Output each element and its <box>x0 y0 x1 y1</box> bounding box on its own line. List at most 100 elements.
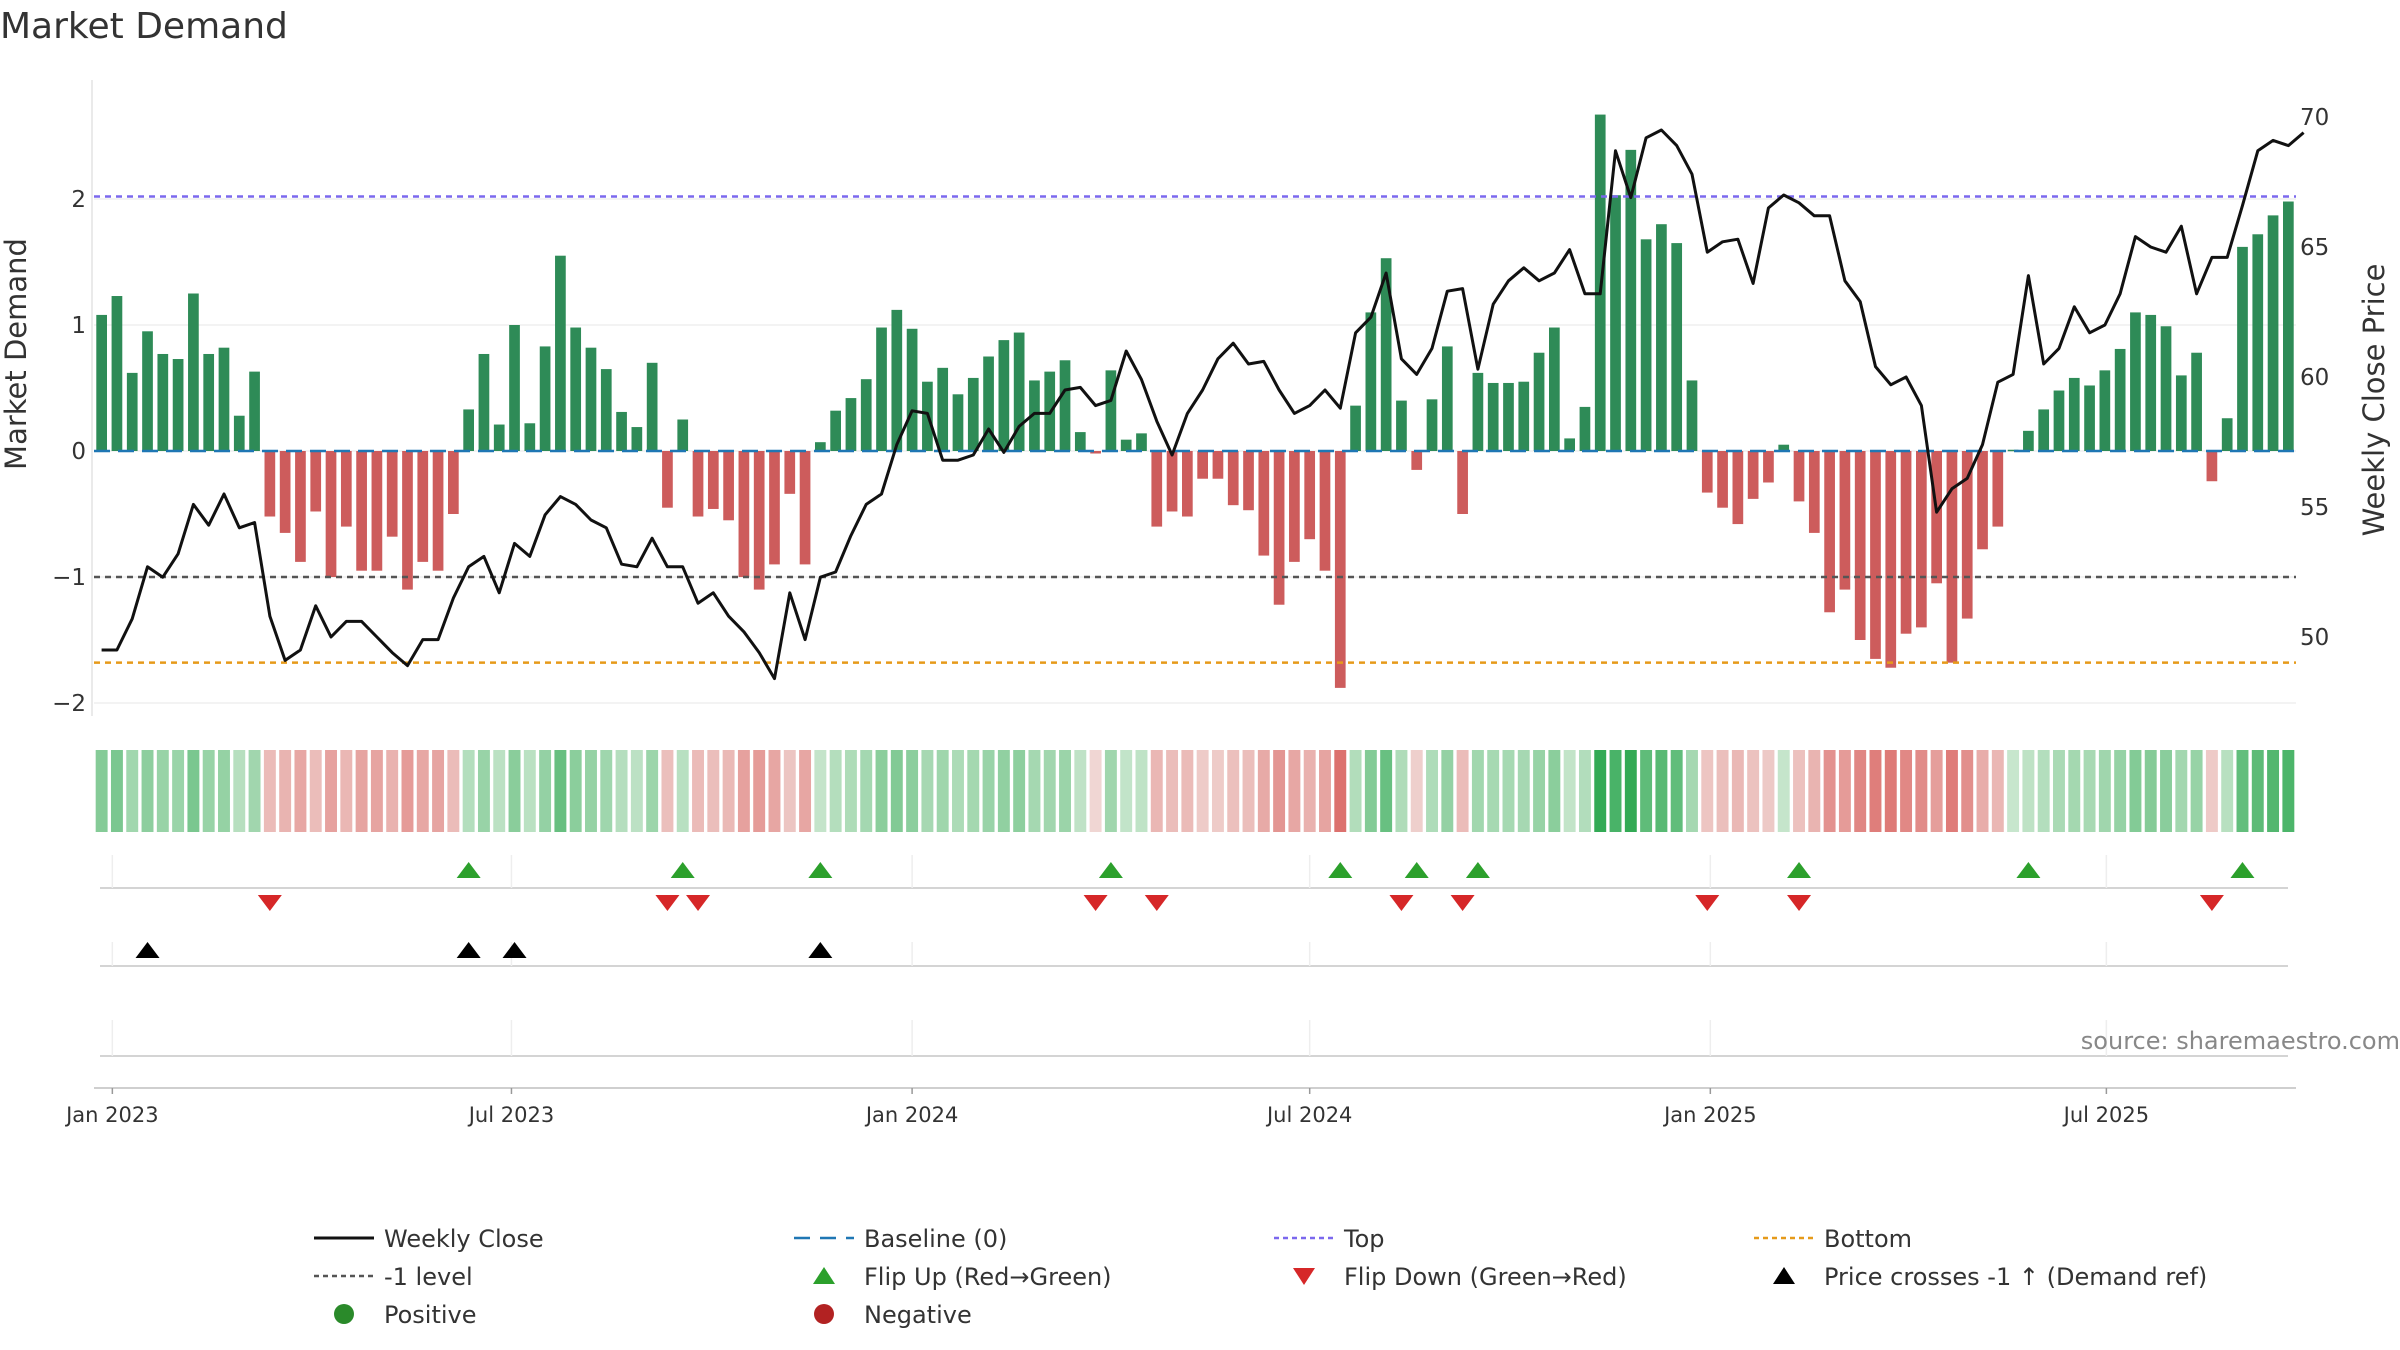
heat-cell <box>1043 750 1056 832</box>
heat-cell <box>875 750 888 832</box>
demand-bar <box>1518 381 1530 451</box>
heat-cell <box>508 750 521 832</box>
grid-lines <box>91 80 2296 716</box>
heat-cell <box>2007 750 2020 832</box>
heat-cell <box>401 750 414 832</box>
heat-cell <box>646 750 659 832</box>
heat-cell <box>1028 750 1041 832</box>
demand-bar <box>1457 451 1468 514</box>
demand-bar <box>891 309 903 451</box>
heat-cell <box>370 750 383 832</box>
heat-cell <box>1120 750 1133 832</box>
demand-bar <box>1059 360 1071 451</box>
heat-cell <box>1059 750 1071 832</box>
heat-cell <box>1395 750 1408 832</box>
demand-bar <box>203 353 215 451</box>
demand-bar <box>1640 239 1652 451</box>
legend-swatch <box>1773 1267 1795 1284</box>
demand-bar <box>1686 380 1698 451</box>
price-cross-marker <box>808 942 833 958</box>
demand-bar <box>2084 385 2095 451</box>
heat-cell <box>1211 750 1224 832</box>
demand-bar <box>815 442 826 451</box>
demand-bar <box>2145 314 2157 451</box>
demand-bar <box>1610 195 1621 451</box>
flip-down-marker <box>1389 895 1414 911</box>
demand-bar <box>1227 451 1239 506</box>
y2-axis-label: Weekly Close Price <box>2357 264 2391 537</box>
y-tick-label: −2 <box>52 691 86 717</box>
demand-bar <box>707 451 719 509</box>
heat-cell <box>2022 750 2035 832</box>
heat-cell <box>783 750 796 832</box>
demand-bar <box>1564 438 1575 451</box>
demand-bar <box>692 451 704 517</box>
source-note: source: sharemaestro.com <box>2081 1027 2400 1055</box>
heat-cell <box>279 750 292 832</box>
demand-bar <box>448 451 459 514</box>
demand-bar <box>1839 451 1851 590</box>
heat-cell <box>1471 750 1484 832</box>
heat-cell <box>661 750 674 832</box>
demand-bar <box>1916 451 1927 628</box>
demand-bar <box>600 369 612 451</box>
heat-cell <box>1716 750 1729 832</box>
demand-bar <box>723 451 734 521</box>
legend-item: Weekly Close <box>314 1225 544 1253</box>
flip-up-marker <box>670 862 695 878</box>
demand-bar <box>738 451 750 577</box>
heat-cell <box>325 750 337 832</box>
heat-cell <box>539 750 552 832</box>
demand-bar <box>570 327 582 451</box>
demand-bar <box>310 451 322 512</box>
heat-cell <box>1242 750 1255 832</box>
heat-cell <box>585 750 597 832</box>
demand-bar <box>1503 382 1514 451</box>
legend-label: Flip Down (Green→Red) <box>1344 1263 1627 1291</box>
demand-bar <box>1212 451 1224 479</box>
flip-up-marker <box>808 862 833 878</box>
demand-bar <box>233 415 245 451</box>
legend: Weekly Close Baseline (0) Top Bottom -1 leve… <box>314 1225 2207 1329</box>
demand-bar <box>952 394 964 451</box>
demand-bar <box>1793 451 1805 502</box>
demand-bar <box>1273 451 1285 605</box>
demand-bar <box>96 314 107 451</box>
heat-cell <box>2037 750 2050 832</box>
heat-cell <box>2251 750 2264 832</box>
demand-bar <box>264 451 276 517</box>
heat-cell <box>2221 750 2234 832</box>
heat-cell <box>1135 750 1148 832</box>
y-tick-label: 2 <box>71 187 86 213</box>
heat-cell <box>1961 750 1974 832</box>
legend-item: Top <box>1274 1225 1385 1253</box>
flip-up-marker <box>2016 862 2041 878</box>
heat-cell <box>952 750 964 832</box>
demand-bar <box>2191 352 2202 451</box>
demand-bar <box>2114 348 2126 451</box>
demand-bar <box>524 423 536 451</box>
heat-cell <box>2098 750 2111 832</box>
heat-cell <box>141 750 154 832</box>
legend-label: Flip Up (Red→Green) <box>864 1263 1112 1291</box>
legend-label: Baseline (0) <box>864 1225 1007 1253</box>
demand-bar <box>1763 451 1774 483</box>
demand-bar <box>1992 451 2004 527</box>
legend-label: -1 level <box>384 1263 473 1291</box>
heat-cell <box>1181 750 1194 832</box>
y-axis-ticks: 2 1 0 −1 −2 <box>52 187 86 717</box>
demand-bar <box>1701 451 1713 493</box>
heat-cell <box>1594 750 1607 832</box>
heat-cell <box>187 750 200 832</box>
x-tick-label: Jul 2024 <box>1265 1103 1352 1127</box>
heat-cell <box>2190 750 2203 832</box>
heat-cell <box>554 750 567 832</box>
heat-cell <box>1747 750 1760 832</box>
demand-bar <box>188 293 199 451</box>
heat-cell <box>1074 750 1087 832</box>
demand-bar <box>1747 451 1759 499</box>
demand-bar <box>1656 224 1667 451</box>
heat-cell <box>1548 750 1561 832</box>
price-cross-marker <box>502 942 527 958</box>
heat-cell <box>172 750 185 832</box>
